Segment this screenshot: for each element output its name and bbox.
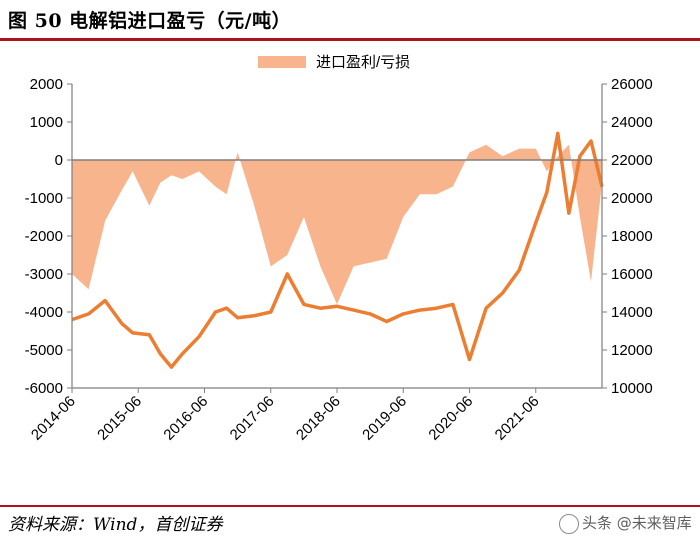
area-series-import-profit xyxy=(72,144,602,305)
x-tick-label: 2016-06 xyxy=(160,393,211,444)
right-tick-label: 10000 xyxy=(611,380,653,397)
x-tick-label: 2018-06 xyxy=(293,393,344,444)
x-tick-label: 2015-06 xyxy=(94,393,145,444)
x-tick-label: 2021-06 xyxy=(492,393,543,444)
right-tick-label: 16000 xyxy=(611,266,653,283)
x-tick-label: 2020-06 xyxy=(425,393,476,444)
left-tick-label: -2000 xyxy=(25,228,63,245)
right-tick-label: 18000 xyxy=(611,228,653,245)
legend-swatch xyxy=(258,56,306,68)
right-tick-label: 22000 xyxy=(611,152,653,169)
legend: 进口盈利/亏损 xyxy=(258,54,410,71)
title-rule xyxy=(0,38,700,41)
source-note: 资料来源：Wind，首创证券 xyxy=(8,515,223,535)
watermark-logo-icon xyxy=(559,513,579,534)
line-series-price xyxy=(71,131,604,369)
left-tick-label: 1000 xyxy=(30,114,63,131)
x-tick-label: 2014-06 xyxy=(28,393,79,444)
x-tick-label: 2019-06 xyxy=(359,393,410,444)
plot-area xyxy=(71,131,604,369)
left-tick-label: 2000 xyxy=(30,76,63,93)
x-tick-label: 2017-06 xyxy=(227,393,278,444)
left-tick-label: 0 xyxy=(55,152,63,169)
right-tick-label: 26000 xyxy=(611,76,653,93)
left-tick-label: -4000 xyxy=(25,304,63,321)
footer-rule xyxy=(0,505,700,507)
right-tick-label: 24000 xyxy=(611,114,653,131)
left-tick-label: -1000 xyxy=(25,190,63,207)
right-tick-label: 14000 xyxy=(611,304,653,321)
right-tick-label: 20000 xyxy=(611,190,653,207)
axes: 200010000-1000-2000-3000-4000-5000-60002… xyxy=(25,76,653,444)
left-tick-label: -3000 xyxy=(25,266,63,283)
right-tick-label: 12000 xyxy=(611,342,653,359)
watermark: 头条 @未来智库 xyxy=(556,512,692,534)
legend-label: 进口盈利/亏损 xyxy=(316,54,410,71)
left-tick-label: -6000 xyxy=(25,380,63,397)
chart-canvas: 200010000-1000-2000-3000-4000-5000-60002… xyxy=(25,54,653,444)
chart-title: 图 50 电解铝进口盈亏（元/吨） xyxy=(8,10,292,32)
left-tick-label: -5000 xyxy=(25,342,63,359)
watermark-text: 头条 @未来智库 xyxy=(582,514,692,532)
